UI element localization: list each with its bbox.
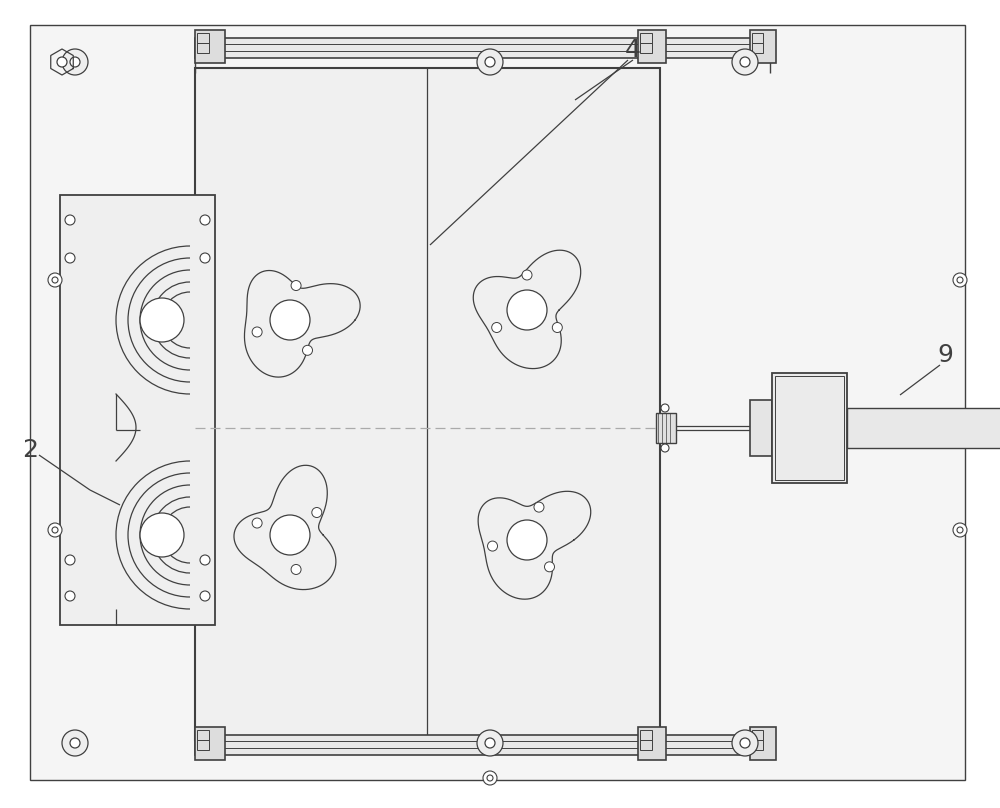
Circle shape xyxy=(270,515,310,555)
Circle shape xyxy=(953,523,967,537)
Circle shape xyxy=(65,555,75,565)
Circle shape xyxy=(507,520,547,560)
Bar xyxy=(752,740,763,750)
Circle shape xyxy=(70,738,80,748)
Circle shape xyxy=(200,215,210,225)
Circle shape xyxy=(62,49,88,75)
Circle shape xyxy=(492,322,502,333)
Bar xyxy=(195,735,770,755)
Circle shape xyxy=(200,253,210,263)
Circle shape xyxy=(70,57,80,67)
Bar xyxy=(775,376,844,480)
Circle shape xyxy=(302,345,312,356)
Circle shape xyxy=(477,730,503,756)
Circle shape xyxy=(48,273,62,287)
Circle shape xyxy=(57,57,67,67)
Bar xyxy=(750,400,772,456)
Circle shape xyxy=(65,215,75,225)
Circle shape xyxy=(485,57,495,67)
Circle shape xyxy=(200,555,210,565)
Text: 2: 2 xyxy=(22,438,38,462)
Bar xyxy=(195,30,225,63)
Circle shape xyxy=(507,290,547,330)
Circle shape xyxy=(661,444,669,452)
Circle shape xyxy=(291,565,301,574)
Text: 4: 4 xyxy=(625,38,641,62)
Circle shape xyxy=(485,738,495,748)
Circle shape xyxy=(270,300,310,340)
Bar xyxy=(772,373,847,483)
Bar xyxy=(640,740,652,750)
Bar xyxy=(750,30,776,63)
Circle shape xyxy=(552,322,562,333)
Circle shape xyxy=(291,280,301,291)
Bar xyxy=(752,33,763,43)
Circle shape xyxy=(544,562,554,572)
Circle shape xyxy=(48,523,62,537)
Bar xyxy=(195,68,660,740)
Bar xyxy=(197,740,209,750)
Bar xyxy=(752,730,763,740)
Text: 9: 9 xyxy=(937,343,953,367)
Bar xyxy=(60,195,215,625)
Bar xyxy=(656,413,676,443)
Circle shape xyxy=(140,298,184,342)
Bar xyxy=(640,43,652,53)
Bar xyxy=(640,730,652,740)
Bar xyxy=(197,730,209,740)
Bar xyxy=(640,33,652,43)
Circle shape xyxy=(732,730,758,756)
Circle shape xyxy=(65,253,75,263)
Circle shape xyxy=(252,327,262,337)
Bar xyxy=(197,33,209,43)
Circle shape xyxy=(740,57,750,67)
Circle shape xyxy=(65,591,75,601)
Circle shape xyxy=(312,507,322,517)
Bar xyxy=(195,727,225,760)
Circle shape xyxy=(732,49,758,75)
Circle shape xyxy=(200,591,210,601)
Circle shape xyxy=(252,518,262,528)
Circle shape xyxy=(140,513,184,557)
Circle shape xyxy=(522,270,532,280)
Bar xyxy=(750,727,776,760)
Circle shape xyxy=(740,738,750,748)
Bar xyxy=(197,43,209,53)
Circle shape xyxy=(477,49,503,75)
Bar xyxy=(752,43,763,53)
Circle shape xyxy=(62,730,88,756)
Circle shape xyxy=(661,404,669,412)
Circle shape xyxy=(483,771,497,785)
Bar xyxy=(638,30,666,63)
Bar xyxy=(847,408,1000,448)
Bar xyxy=(638,727,666,760)
Circle shape xyxy=(488,541,498,551)
Bar xyxy=(195,38,770,58)
Circle shape xyxy=(953,273,967,287)
Circle shape xyxy=(534,502,544,512)
